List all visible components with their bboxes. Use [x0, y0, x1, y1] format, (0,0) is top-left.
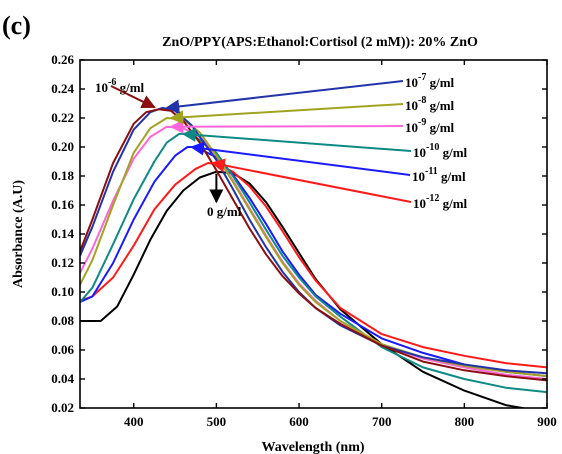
concentration-label-0: 0 g/ml: [207, 204, 242, 219]
x-tick-label: 900: [537, 414, 557, 429]
y-tick-label: 0.26: [51, 52, 74, 67]
y-tick-label: 0.18: [51, 168, 74, 183]
concentration-label-3: 10-10 g/ml: [413, 142, 468, 160]
concentration-arrow-5: [169, 103, 404, 125]
chart-title: ZnO/PPY(APS:Ethanol:Cortisol (2 mM)): 20…: [162, 35, 478, 50]
concentration-label-2: 10-11 g/ml: [412, 166, 466, 184]
series-line-5: [80, 117, 547, 378]
series-line-4: [80, 125, 547, 380]
concentration-label-1: 10-12 g/ml: [413, 193, 468, 211]
y-tick-label: 0.22: [51, 110, 74, 125]
y-tick-label: 0.10: [51, 284, 74, 299]
y-tick-label: 0.24: [51, 81, 74, 96]
x-axis-title: Wavelength (nm): [261, 440, 364, 454]
concentration-arrow-6: [165, 80, 404, 114]
concentration-arrow-2: [190, 141, 411, 176]
y-tick-label: 0.08: [51, 313, 74, 328]
series-line-2: [80, 146, 547, 378]
y-tick-label: 0.14: [51, 226, 74, 241]
y-tick-label: 0.12: [51, 255, 74, 270]
panel-label: (c): [2, 11, 31, 40]
x-tick-label: 400: [124, 414, 144, 429]
concentration-label-5: 10-8 g/ml: [405, 95, 455, 113]
series-line-7: [80, 108, 547, 382]
y-tick-label: 0.16: [51, 197, 74, 212]
concentration-arrow-1: [210, 158, 412, 203]
x-tick-label: 600: [289, 414, 309, 429]
y-tick-label: 0.04: [51, 371, 74, 386]
concentration-arrow-3: [181, 127, 412, 152]
series-line-1: [80, 162, 547, 369]
y-tick-label: 0.02: [51, 400, 74, 415]
y-axis-title: Absorbance (A.U): [11, 180, 26, 288]
y-tick-label: 0.20: [51, 139, 74, 154]
x-tick-label: 700: [372, 414, 392, 429]
concentration-label-4: 10-9 g/ml: [405, 117, 455, 135]
x-tick-label: 500: [207, 414, 227, 429]
series-line-6: [80, 106, 547, 375]
series-line-3: [80, 132, 547, 394]
concentration-arrow-7: [110, 85, 156, 109]
concentration-arrow-4: [169, 119, 404, 134]
y-tick-label: 0.06: [51, 342, 74, 357]
x-tick-label: 800: [455, 414, 475, 429]
concentration-label-6: 10-7 g/ml: [405, 72, 455, 90]
series-line-0: [80, 170, 527, 408]
concentration-label-7: 10-6 g/ml: [95, 77, 145, 95]
